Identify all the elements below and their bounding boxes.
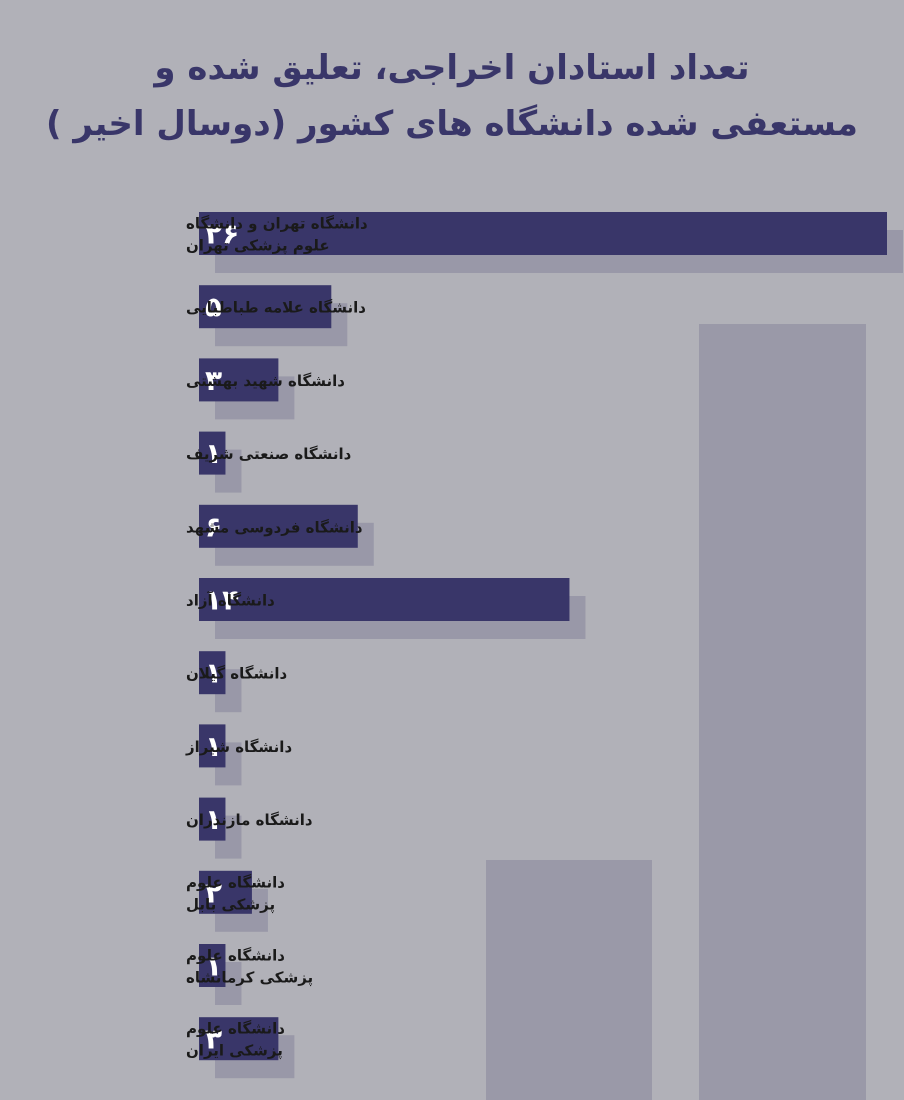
bar bbox=[199, 724, 226, 768]
category-label: دانشگاه تهران و دانشگاه bbox=[186, 215, 368, 233]
category-label: دانشگاه شیراز bbox=[185, 738, 292, 756]
bar bbox=[199, 212, 887, 255]
category-label: دانشگاه فردوسی مشهد bbox=[186, 518, 363, 536]
category-label: علوم پزشکی تهران bbox=[186, 237, 330, 256]
value-label: ۱۴ bbox=[205, 584, 239, 617]
background-decoration bbox=[486, 324, 866, 1100]
category-label: پزشکی بابل bbox=[186, 895, 275, 914]
value-label: ۱ bbox=[205, 803, 222, 836]
bar bbox=[199, 431, 226, 475]
value-label: ۵ bbox=[205, 291, 222, 324]
chart-title-line-2: مستعفی شده دانشگاه های کشور (دوسال اخیر … bbox=[46, 104, 858, 144]
category-label: دانشگاه علوم bbox=[186, 873, 285, 891]
category-label: دانشگاه علوم bbox=[186, 947, 285, 965]
bar bbox=[199, 504, 358, 548]
category-label: دانشگاه شهید بهشتی bbox=[186, 372, 345, 390]
chart-title: تعداد استادان اخراجی، تعلیق شده و مستعفی… bbox=[0, 40, 904, 152]
bar bbox=[199, 578, 570, 621]
decor-column-right bbox=[699, 324, 866, 1100]
bar bbox=[199, 1017, 279, 1061]
value-label: ۱ bbox=[205, 730, 222, 763]
value-label: ۱ bbox=[205, 657, 222, 690]
category-label: دانشگاه مازندران bbox=[186, 811, 313, 829]
bar bbox=[199, 358, 279, 402]
decor-column-middle bbox=[486, 860, 652, 1100]
bar bbox=[199, 944, 226, 987]
category-label: دانشگاه آزاد bbox=[186, 592, 275, 610]
value-label: ۳ bbox=[205, 1023, 222, 1056]
bar bbox=[199, 285, 332, 329]
value-label: ۶ bbox=[205, 510, 222, 543]
chart-title-line-1: تعداد استادان اخراجی، تعلیق شده و bbox=[154, 48, 750, 88]
category-label: پزشکی ایران bbox=[186, 1042, 283, 1061]
value-label: ۳ bbox=[205, 364, 222, 397]
bar bbox=[199, 651, 226, 695]
bar bbox=[199, 797, 226, 841]
value-label: ۱ bbox=[205, 950, 222, 983]
bar bbox=[199, 870, 252, 914]
category-label: دانشگاه علامه طباطبایی bbox=[186, 299, 366, 317]
category-label: دانشگاه گیلان bbox=[186, 665, 288, 683]
value-label: ۲۶ bbox=[205, 218, 239, 251]
category-label: پزشکی کرمانشاه bbox=[186, 969, 313, 988]
category-label: دانشگاه علوم bbox=[186, 1020, 285, 1038]
value-label: ۲ bbox=[205, 876, 222, 909]
value-label: ۱ bbox=[205, 437, 222, 470]
category-label: دانشگاه صنعتی شریف bbox=[186, 445, 352, 463]
